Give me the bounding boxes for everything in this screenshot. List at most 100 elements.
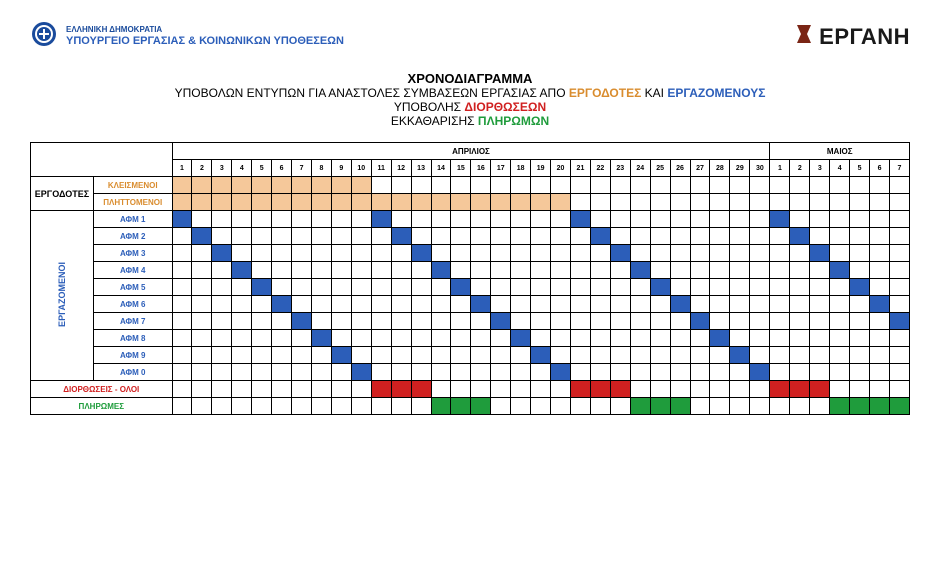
cell [511,177,531,194]
cell [531,262,551,279]
cell [630,228,650,245]
cell [172,398,192,415]
cell [252,398,272,415]
cell [451,364,471,381]
cell [411,330,431,347]
cell [770,262,790,279]
cell [770,194,790,211]
table-row: ΕΡΓΑΖΟΜΕΝΟΙΑΦΜ 1 [31,211,910,228]
table-row: ΑΦΜ 3 [31,245,910,262]
cell [351,381,371,398]
day-head: 12 [391,160,411,177]
cell [870,313,890,330]
cell [351,296,371,313]
cell [232,211,252,228]
cell [850,381,870,398]
cell [431,211,451,228]
cell [650,211,670,228]
cell [810,296,830,313]
cell [252,279,272,296]
cell [810,245,830,262]
cell [870,245,890,262]
row-label: ΑΦΜ 2 [93,228,172,245]
cell [650,330,670,347]
cell [292,296,312,313]
cell [610,279,630,296]
cell [870,228,890,245]
day-head: 30 [750,160,770,177]
cell [610,194,630,211]
cell [292,245,312,262]
cell [570,211,590,228]
cell [371,279,391,296]
cell [371,245,391,262]
cell [630,381,650,398]
cell [172,262,192,279]
cell [252,177,272,194]
cell [610,262,630,279]
cell [830,347,850,364]
cell [491,228,511,245]
cell [471,228,491,245]
cell [192,330,212,347]
cell [890,398,910,415]
cell [212,398,232,415]
cell [570,296,590,313]
cell [312,279,332,296]
cell [650,262,670,279]
day-head: 11 [371,160,391,177]
cell [471,330,491,347]
cell [770,279,790,296]
day-head: 3 [810,160,830,177]
cell [312,194,332,211]
cell [830,330,850,347]
cell [331,330,351,347]
cell [830,228,850,245]
cell [890,313,910,330]
cell [511,347,531,364]
table-row: ΑΦΜ 5 [31,279,910,296]
cell [192,279,212,296]
cell [590,262,610,279]
cell [770,381,790,398]
cell [391,228,411,245]
cell [531,211,551,228]
cell [192,364,212,381]
cell [690,381,710,398]
cell [810,364,830,381]
title-line4: ΕΚΚΑΘΑΡΙΣΗΣ ΠΛΗΡΩΜΩΝ [30,114,910,128]
cell [471,364,491,381]
cell [451,228,471,245]
cell [511,364,531,381]
cell [272,330,292,347]
cell [212,194,232,211]
cell [750,347,770,364]
cell [511,228,531,245]
cell [810,262,830,279]
cell [491,364,511,381]
cell [491,194,511,211]
cell [252,296,272,313]
table-row: ΔΙΟΡΘΩΣΕΙΣ - ΟΛΟΙ [31,381,910,398]
day-head: 9 [331,160,351,177]
row-label: ΠΛΗΡΩΜΕΣ [31,398,173,415]
cell [770,313,790,330]
cell [531,364,551,381]
cell [650,177,670,194]
cell [411,262,431,279]
cell [451,211,471,228]
cell [371,296,391,313]
cell [192,296,212,313]
cell [272,194,292,211]
cell [491,347,511,364]
cell [650,347,670,364]
cell [770,364,790,381]
table-row: ΑΦΜ 8 [31,330,910,347]
row-label: ΑΦΜ 6 [93,296,172,313]
cell [610,381,630,398]
cell [730,347,750,364]
cell [850,347,870,364]
cell [391,211,411,228]
cell [870,262,890,279]
day-head: 20 [551,160,571,177]
